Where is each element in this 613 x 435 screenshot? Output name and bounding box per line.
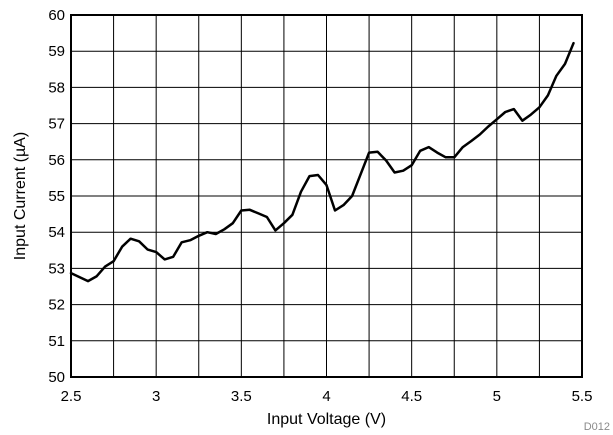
x-tick-label: 5 bbox=[493, 388, 501, 405]
y-tick-label: 56 bbox=[48, 152, 65, 169]
figure-id-label: D012 bbox=[584, 421, 610, 433]
x-tick-label: 3.5 bbox=[231, 388, 252, 405]
x-tick-label: 4 bbox=[322, 388, 330, 405]
x-axis-title: Input Voltage (V) bbox=[267, 411, 386, 428]
y-tick-label: 50 bbox=[48, 369, 65, 386]
y-tick-label: 60 bbox=[48, 7, 65, 24]
x-tick-label: 4.5 bbox=[401, 388, 422, 405]
y-axis-ticks: 50 51 52 53 54 55 56 57 58 59 60 bbox=[48, 7, 65, 386]
x-axis-ticks: 2.5 3 3.5 4 4.5 5 5.5 bbox=[61, 388, 593, 405]
plot-frame bbox=[70, 14, 583, 378]
x-tick-label: 2.5 bbox=[61, 388, 82, 405]
x-tick-label: 5.5 bbox=[572, 388, 593, 405]
y-tick-label: 59 bbox=[48, 43, 65, 60]
series-line bbox=[69, 41, 575, 283]
y-axis-title: Input Current (µA) bbox=[12, 132, 29, 260]
y-tick-label: 53 bbox=[48, 260, 65, 277]
y-tick-label: 54 bbox=[48, 224, 65, 241]
grid-lines bbox=[71, 15, 582, 377]
y-tick-label: 52 bbox=[48, 297, 65, 314]
x-tick-label: 3 bbox=[152, 388, 160, 405]
y-tick-label: 55 bbox=[48, 188, 65, 205]
y-tick-label: 58 bbox=[48, 79, 65, 96]
y-tick-label: 57 bbox=[48, 116, 65, 133]
y-tick-label: 51 bbox=[48, 333, 65, 350]
